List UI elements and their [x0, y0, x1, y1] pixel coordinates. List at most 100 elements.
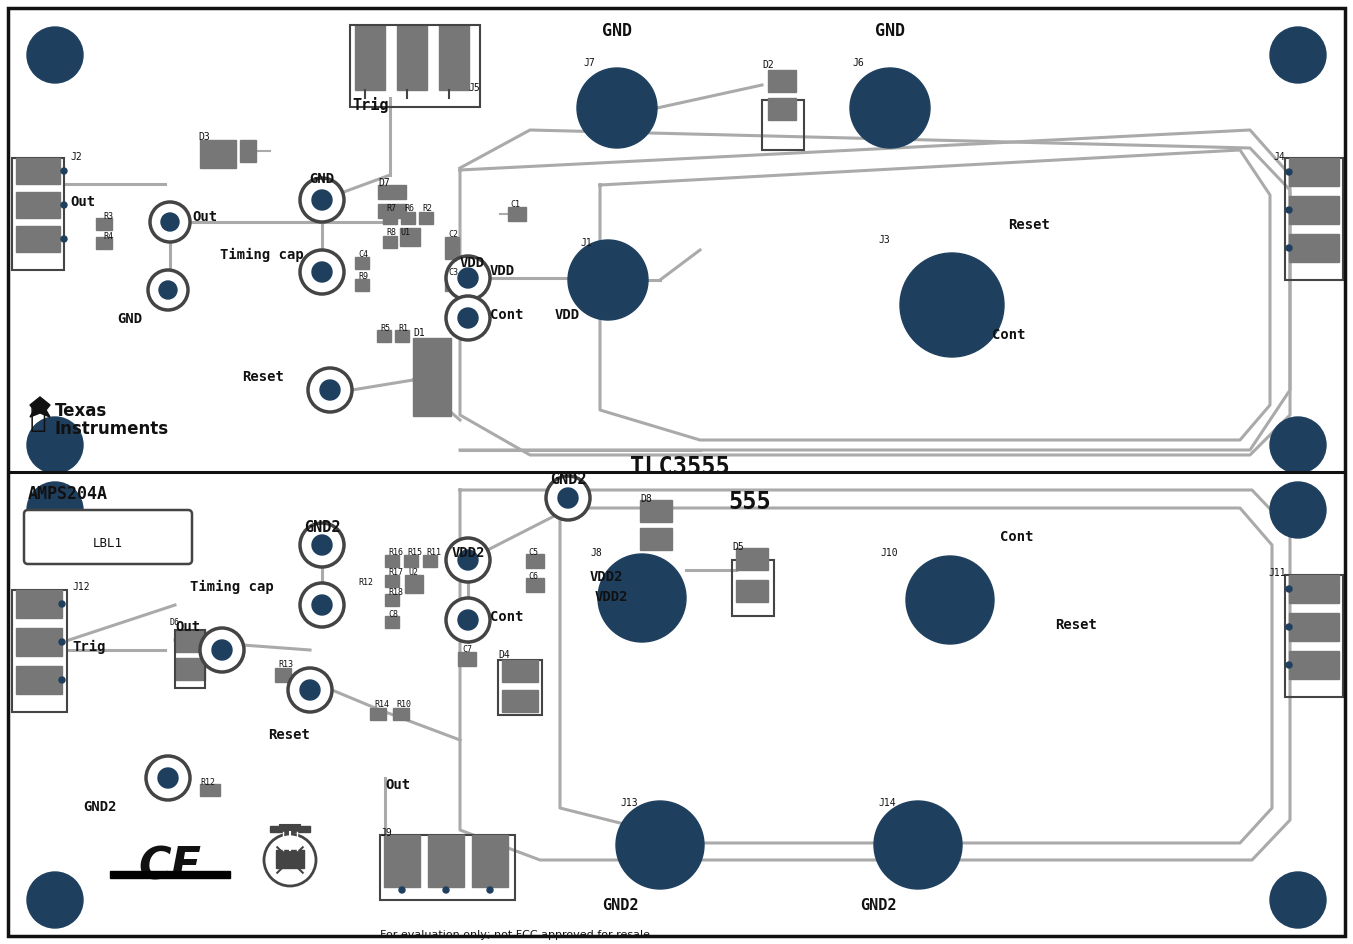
Bar	[383, 212, 396, 224]
Bar	[1289, 651, 1339, 679]
Bar	[16, 666, 62, 694]
Text: D1: D1	[413, 328, 425, 338]
Bar	[386, 555, 399, 567]
Circle shape	[27, 482, 83, 538]
Text: ␤: ␤	[30, 405, 46, 433]
Circle shape	[598, 554, 686, 642]
Bar	[423, 555, 437, 567]
Circle shape	[568, 240, 648, 320]
Bar	[16, 226, 60, 252]
Bar	[280, 825, 300, 829]
Text: Out: Out	[386, 778, 410, 792]
Circle shape	[1270, 417, 1326, 473]
Text: GND: GND	[310, 172, 334, 186]
Text: Out: Out	[175, 620, 200, 634]
Text: GND2: GND2	[84, 800, 116, 814]
Text: Out: Out	[192, 210, 216, 224]
Bar	[640, 500, 672, 522]
Bar	[1289, 613, 1339, 641]
Text: D3: D3	[198, 132, 210, 142]
Circle shape	[60, 639, 65, 645]
Circle shape	[576, 68, 658, 148]
Text: GND: GND	[118, 312, 142, 326]
Text: Cont: Cont	[1000, 530, 1034, 544]
Bar	[386, 616, 399, 628]
Bar	[400, 212, 415, 224]
Circle shape	[874, 801, 962, 889]
Text: GND: GND	[875, 22, 905, 40]
Text: CE: CE	[138, 845, 202, 888]
Text: C5: C5	[528, 548, 538, 557]
Text: J3: J3	[878, 235, 890, 245]
Text: Reset: Reset	[1008, 218, 1050, 232]
Text: J8: J8	[590, 548, 602, 558]
Text: C2: C2	[448, 230, 459, 239]
Text: VDD: VDD	[490, 264, 515, 278]
Text: R10: R10	[396, 700, 411, 709]
Circle shape	[1270, 872, 1326, 928]
Text: R11: R11	[426, 548, 441, 557]
Circle shape	[300, 583, 344, 627]
Text: VDD: VDD	[460, 256, 486, 270]
Circle shape	[442, 887, 449, 893]
Circle shape	[313, 190, 331, 210]
Bar	[419, 212, 433, 224]
Circle shape	[547, 476, 590, 520]
Text: J7: J7	[583, 58, 595, 68]
Bar	[395, 330, 409, 342]
Text: R8: R8	[386, 228, 396, 237]
Text: J14: J14	[878, 798, 896, 808]
Bar	[384, 835, 419, 887]
Bar	[175, 658, 206, 680]
Bar	[16, 158, 60, 184]
Text: J4: J4	[1273, 152, 1285, 162]
Bar	[96, 237, 112, 249]
Text: Cont: Cont	[490, 610, 524, 624]
Text: J6: J6	[852, 58, 863, 68]
Bar	[12, 158, 64, 270]
Bar	[459, 652, 476, 666]
Text: For evaluation only; not FCC approved for resale.: For evaluation only; not FCC approved fo…	[380, 930, 653, 940]
Text: Trig: Trig	[352, 97, 388, 113]
Bar	[405, 555, 418, 567]
Bar	[400, 228, 419, 246]
Circle shape	[1270, 482, 1326, 538]
Bar	[386, 594, 399, 606]
Circle shape	[161, 213, 179, 231]
Circle shape	[907, 556, 994, 644]
Circle shape	[459, 550, 478, 570]
Text: VDD2: VDD2	[590, 570, 624, 584]
Bar	[1289, 158, 1339, 186]
Text: Reset: Reset	[268, 728, 310, 742]
Text: J2: J2	[70, 152, 81, 162]
Text: GND2: GND2	[304, 520, 340, 535]
Circle shape	[399, 887, 405, 893]
Circle shape	[313, 535, 331, 555]
Circle shape	[446, 598, 490, 642]
Bar	[405, 575, 423, 593]
Bar	[769, 70, 796, 92]
Bar	[354, 279, 369, 291]
Circle shape	[27, 872, 83, 928]
Bar	[354, 257, 369, 269]
Circle shape	[60, 601, 65, 607]
Circle shape	[147, 270, 188, 310]
Bar	[1289, 234, 1339, 262]
Circle shape	[27, 417, 83, 473]
Text: R3: R3	[103, 212, 114, 221]
Circle shape	[1285, 662, 1292, 668]
Bar	[396, 25, 428, 90]
Text: VDD2: VDD2	[595, 590, 629, 604]
Bar	[377, 330, 391, 342]
Bar	[276, 850, 304, 868]
Bar	[200, 140, 235, 168]
Text: R14: R14	[373, 700, 390, 709]
Text: Reset: Reset	[242, 370, 284, 384]
Bar	[175, 630, 206, 652]
Circle shape	[288, 668, 331, 712]
Circle shape	[61, 236, 68, 242]
Bar	[377, 204, 406, 218]
Text: U1: U1	[400, 228, 410, 237]
Circle shape	[446, 256, 490, 300]
Circle shape	[160, 281, 177, 299]
